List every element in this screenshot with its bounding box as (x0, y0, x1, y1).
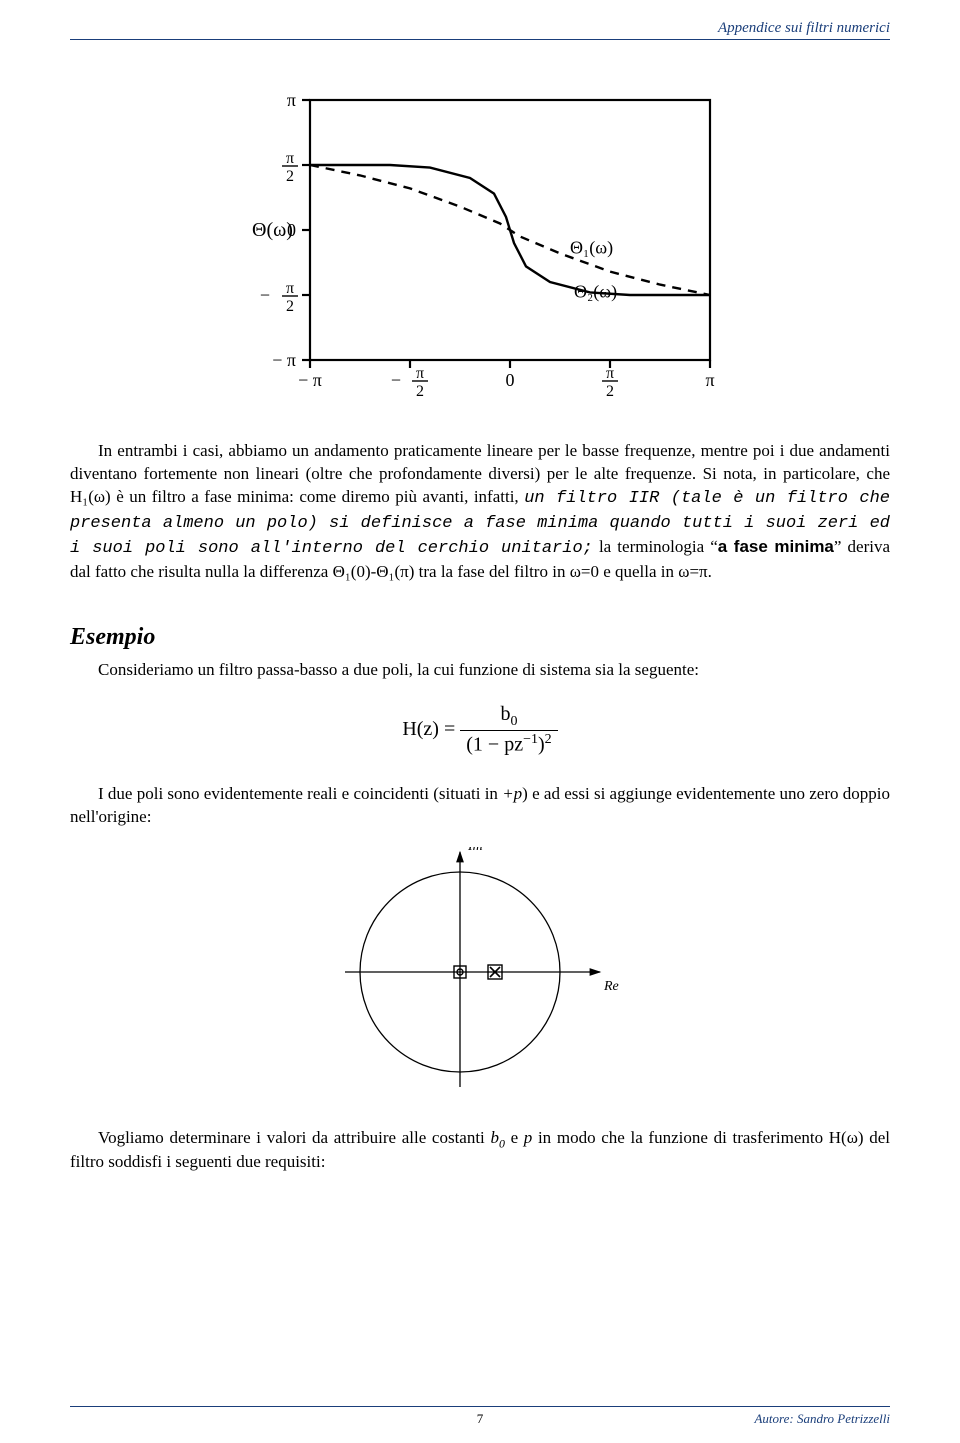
p1-bold: a fase minima (718, 537, 834, 556)
svg-text:π: π (286, 150, 294, 167)
svg-text:π: π (606, 365, 614, 382)
svg-text:− π: − π (272, 350, 296, 370)
formula-den-sup2: 2 (545, 732, 552, 747)
ex-mid-em: +p (502, 784, 522, 803)
paragraph-1: In entrambi i casi, abbiamo un andamento… (70, 440, 890, 584)
pole-zero-diagram: Im Re (330, 847, 630, 1097)
formula-fraction: b0 (1 − pz−1)2 (460, 702, 557, 759)
svg-text:π: π (705, 370, 714, 390)
formula-den-a: (1 − pz (466, 734, 523, 756)
ex-out-mid: e (505, 1128, 524, 1147)
svg-text:2: 2 (286, 168, 294, 185)
example-out: Vogliamo determinare i valori da attribu… (70, 1127, 890, 1174)
example-mid: I due poli sono evidentemente reali e co… (70, 783, 890, 829)
svg-text:Re: Re (603, 979, 619, 994)
svg-text:π: π (416, 365, 424, 382)
ex-mid-a: I due poli sono evidentemente reali e co… (98, 784, 502, 803)
svg-text:Im: Im (467, 847, 483, 854)
example-heading: Esempio (70, 624, 890, 651)
svg-text:Θ(ω): Θ(ω) (252, 219, 293, 241)
svg-text:2: 2 (286, 298, 294, 315)
footer-author: Autore: Sandro Petrizzelli (754, 1411, 890, 1427)
formula-den-sup1: −1 (523, 732, 538, 747)
svg-text:Θ₁(ω): Θ₁(ω) (570, 237, 613, 258)
ex-out-a: Vogliamo determinare i valori da attribu… (98, 1128, 490, 1147)
svg-text:π: π (287, 90, 296, 110)
formula-lhs: H(z) = (402, 718, 455, 740)
formula-num: b (500, 703, 510, 725)
formula-den-tail: ) (538, 734, 545, 756)
svg-text:−: − (260, 285, 270, 305)
svg-text:− π: − π (298, 370, 322, 390)
svg-text:2: 2 (606, 383, 614, 400)
formula-num-sub: 0 (510, 714, 517, 729)
svg-text:0: 0 (506, 370, 515, 390)
svg-text:2: 2 (416, 383, 424, 400)
page: Appendice sui filtri numerici − π−π20π2π… (0, 0, 960, 1443)
example-intro: Consideriamo un filtro passa-basso a due… (70, 659, 890, 682)
p1-text-b: la terminologia “ (599, 537, 718, 556)
page-number: 7 (477, 1411, 484, 1427)
header-title: Appendice sui filtri numerici (70, 20, 890, 40)
svg-text:π: π (286, 280, 294, 297)
ex-out-em1: b (490, 1128, 499, 1147)
phase-chart: − π−π20π2πππ20−π2− πΘ(ω)Θ₂(ω)Θ₁(ω) (220, 80, 740, 410)
transfer-function-formula: H(z) = b0 (1 − pz−1)2 (70, 702, 890, 759)
svg-text:−: − (391, 370, 401, 390)
footer: 7 Autore: Sandro Petrizzelli (70, 1406, 890, 1427)
